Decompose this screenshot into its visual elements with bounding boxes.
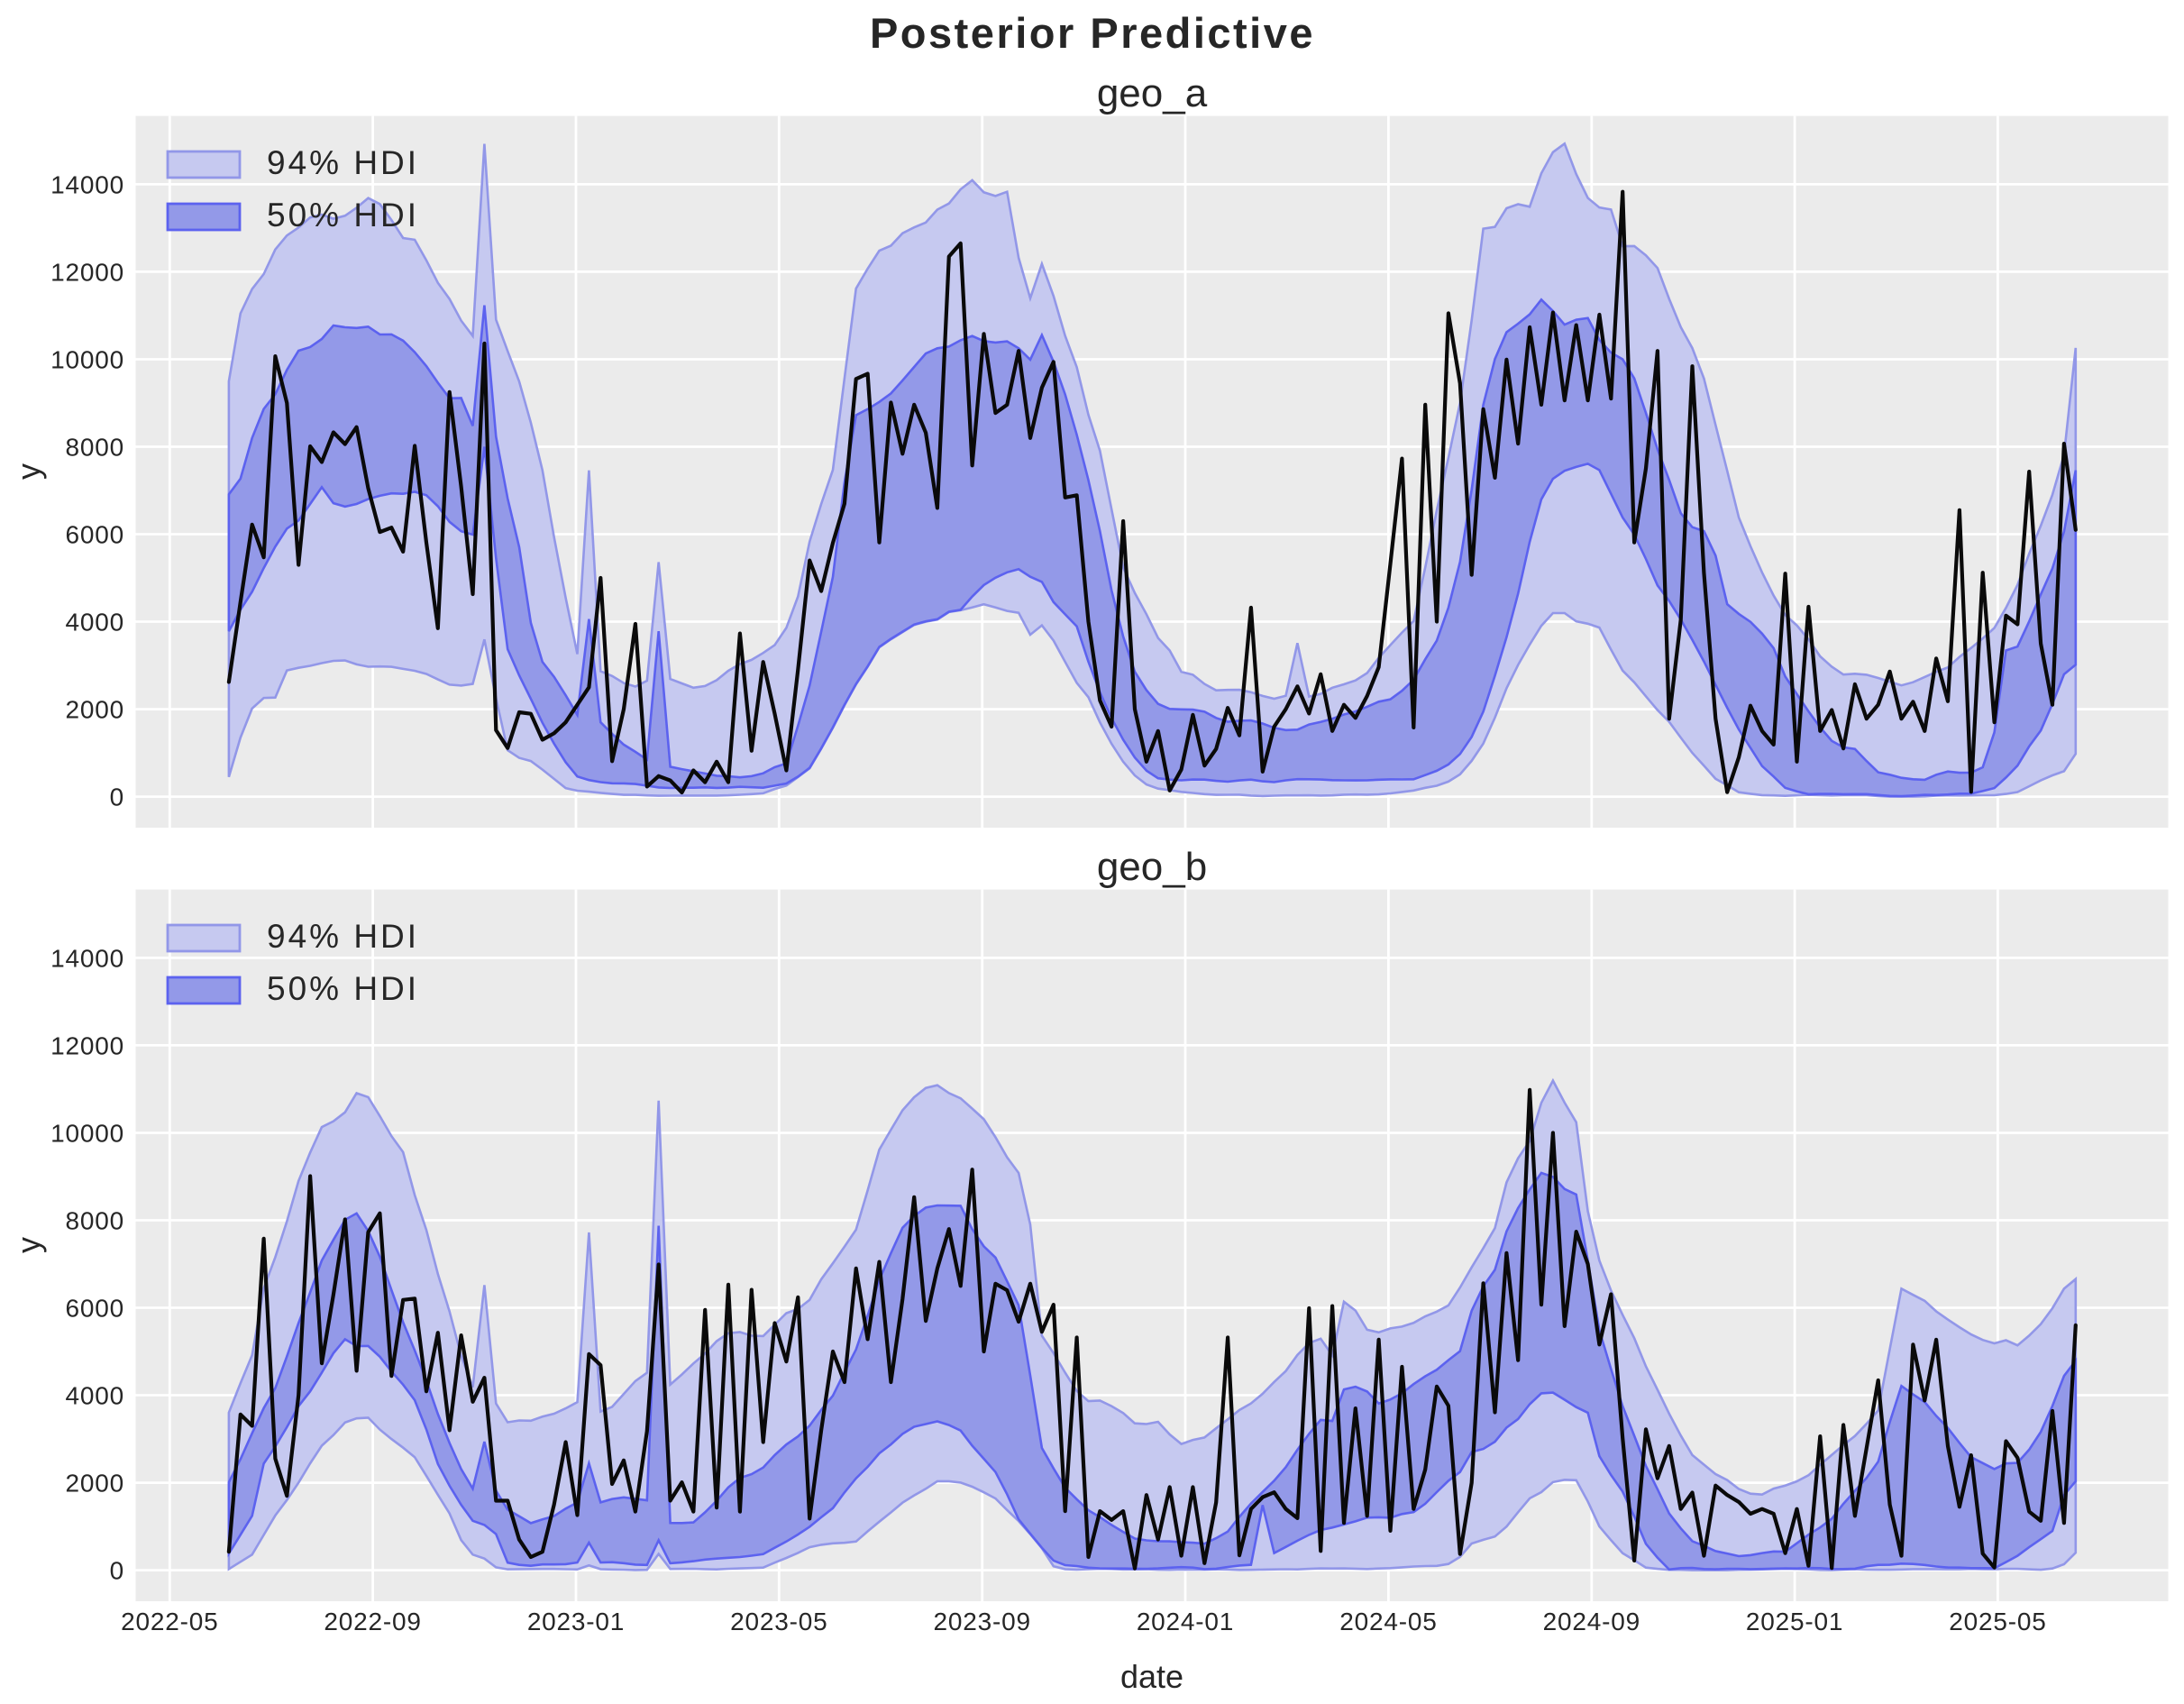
svg-text:2023-01: 2023-01 — [527, 1608, 625, 1635]
svg-text:12000: 12000 — [50, 1031, 124, 1059]
svg-text:2024-05: 2024-05 — [1339, 1608, 1437, 1635]
svg-text:Posterior Predictive: Posterior Predictive — [870, 9, 1315, 57]
svg-text:0: 0 — [110, 783, 124, 811]
svg-text:2023-05: 2023-05 — [730, 1608, 827, 1635]
svg-text:date: date — [1120, 1658, 1183, 1695]
svg-text:geo_a: geo_a — [1097, 71, 1208, 115]
svg-text:2024-09: 2024-09 — [1543, 1608, 1640, 1635]
svg-text:4000: 4000 — [66, 1382, 125, 1410]
svg-text:2000: 2000 — [66, 696, 125, 724]
svg-text:14000: 14000 — [50, 944, 124, 972]
svg-text:50% HDI: 50% HDI — [267, 197, 419, 234]
svg-text:10000: 10000 — [50, 346, 124, 374]
svg-text:94% HDI: 94% HDI — [267, 918, 419, 955]
svg-text:2022-09: 2022-09 — [324, 1608, 421, 1635]
svg-text:10000: 10000 — [50, 1120, 124, 1148]
svg-text:4000: 4000 — [66, 609, 125, 637]
svg-text:8000: 8000 — [66, 1207, 125, 1235]
svg-text:2023-09: 2023-09 — [934, 1608, 1031, 1635]
svg-text:2022-05: 2022-05 — [121, 1608, 218, 1635]
svg-text:50% HDI: 50% HDI — [267, 970, 419, 1007]
svg-text:12000: 12000 — [50, 258, 124, 286]
svg-text:y: y — [10, 1237, 47, 1253]
svg-text:y: y — [10, 463, 47, 480]
svg-text:14000: 14000 — [50, 170, 124, 198]
svg-text:94% HDI: 94% HDI — [267, 144, 419, 181]
svg-text:0: 0 — [110, 1557, 124, 1585]
svg-text:2025-01: 2025-01 — [1746, 1608, 1843, 1635]
svg-text:6000: 6000 — [66, 521, 125, 549]
svg-text:8000: 8000 — [66, 434, 125, 462]
svg-text:6000: 6000 — [66, 1295, 125, 1323]
svg-text:2000: 2000 — [66, 1470, 125, 1498]
svg-text:2025-05: 2025-05 — [1949, 1608, 2046, 1635]
svg-text:2024-01: 2024-01 — [1137, 1608, 1234, 1635]
svg-text:geo_b: geo_b — [1097, 845, 1207, 889]
